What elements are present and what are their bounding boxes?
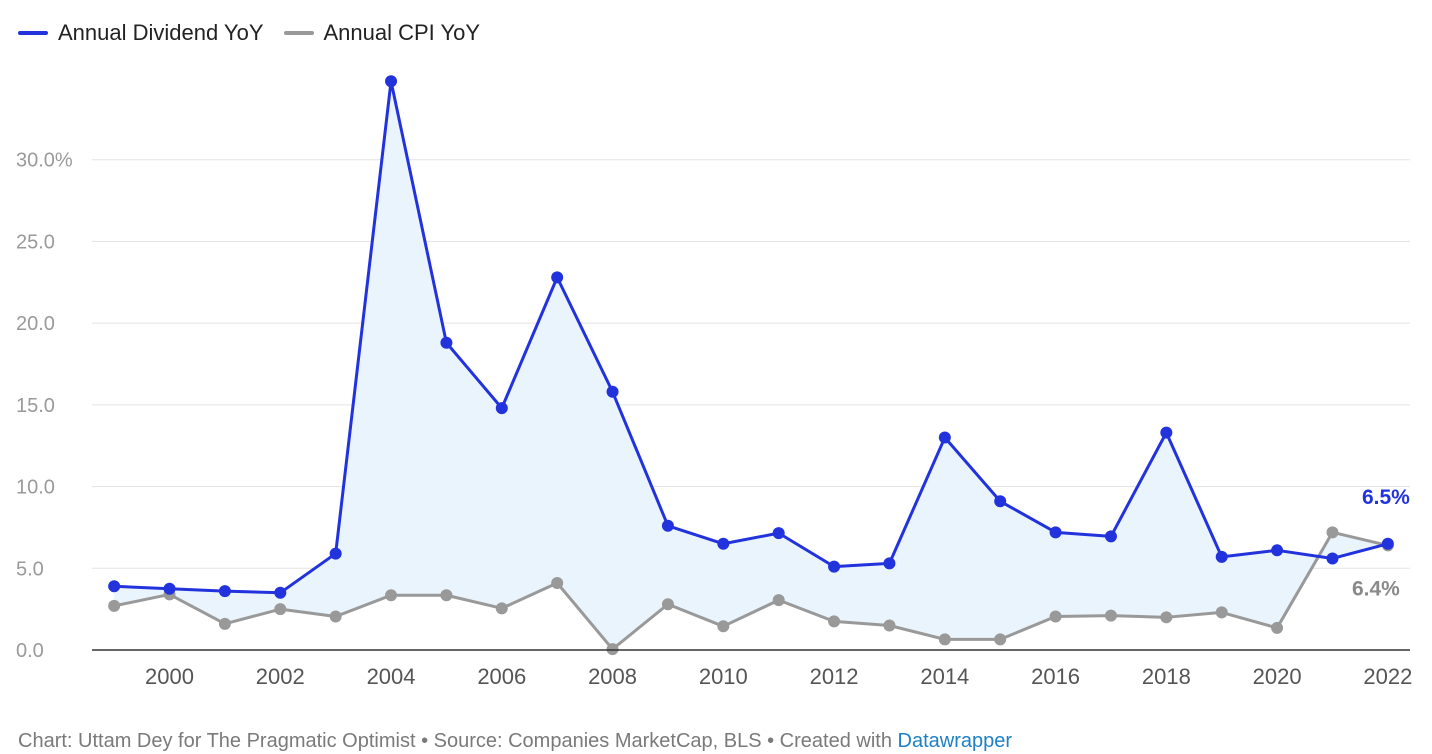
data-point-dividend bbox=[772, 527, 785, 540]
data-point-dividend bbox=[1326, 552, 1339, 565]
data-point-dividend bbox=[1049, 526, 1062, 539]
data-point-dividend bbox=[883, 557, 896, 570]
y-tick-label: 5.0 bbox=[16, 558, 44, 580]
label-layer: 6.5% 6.4% bbox=[1352, 486, 1410, 601]
chart-footer: Chart: Uttam Dey for The Pragmatic Optim… bbox=[18, 730, 1012, 753]
end-label-cpi: 6.4% bbox=[1352, 577, 1400, 600]
series-layer bbox=[108, 75, 1394, 656]
data-point-cpi bbox=[1271, 621, 1284, 634]
data-point-dividend bbox=[717, 537, 730, 550]
x-tick-label: 2006 bbox=[477, 664, 526, 689]
x-tick-label: 2016 bbox=[1031, 664, 1080, 689]
y-tick-label: 20.0 bbox=[16, 313, 55, 335]
data-point-cpi bbox=[1215, 606, 1228, 619]
area-between-series bbox=[114, 81, 1388, 650]
y-tick-label: 10.0 bbox=[16, 477, 55, 499]
data-point-dividend bbox=[108, 580, 121, 593]
x-tick-label: 2014 bbox=[920, 664, 969, 689]
x-tick-label: 2004 bbox=[367, 664, 416, 689]
data-point-cpi bbox=[1049, 610, 1062, 623]
legend-item-cpi: Annual CPI YoY bbox=[283, 20, 481, 46]
data-point-cpi bbox=[495, 602, 508, 615]
datawrapper-link[interactable]: Datawrapper bbox=[897, 730, 1013, 752]
legend: Annual Dividend YoY Annual CPI YoY bbox=[18, 20, 500, 46]
data-point-cpi bbox=[772, 594, 785, 607]
x-tick-label: 2002 bbox=[256, 664, 305, 689]
data-point-dividend bbox=[994, 495, 1007, 508]
y-tick-label: 0.0 bbox=[16, 640, 44, 662]
data-point-cpi bbox=[385, 589, 398, 602]
data-point-cpi bbox=[661, 598, 674, 611]
y-tick-label: 30.0% bbox=[16, 150, 73, 172]
fill-layer bbox=[114, 81, 1388, 650]
x-tick-label: 2020 bbox=[1253, 664, 1302, 689]
data-point-dividend bbox=[329, 547, 342, 560]
data-point-dividend bbox=[1381, 537, 1394, 550]
axis-layer: 0.0 5.0 10.0 15.0 20.0 25.0 30.0% 2000 2002 2004 2… bbox=[16, 150, 1412, 689]
data-point-cpi bbox=[440, 589, 453, 602]
data-point-dividend bbox=[551, 271, 564, 284]
data-point-dividend bbox=[440, 336, 453, 349]
data-point-dividend bbox=[163, 582, 176, 595]
data-point-dividend bbox=[385, 75, 398, 88]
data-point-dividend bbox=[1215, 550, 1228, 563]
data-point-cpi bbox=[108, 599, 121, 612]
footer-text: Chart: Uttam Dey for The Pragmatic Optim… bbox=[18, 730, 898, 752]
data-point-dividend bbox=[495, 402, 508, 415]
legend-label-dividend: Annual Dividend YoY bbox=[58, 20, 264, 45]
end-label-dividend: 6.5% bbox=[1362, 486, 1410, 509]
data-point-cpi bbox=[218, 617, 231, 630]
data-point-cpi bbox=[606, 643, 619, 656]
data-point-dividend bbox=[274, 586, 287, 599]
data-point-dividend bbox=[661, 519, 674, 532]
x-tick-label: 2018 bbox=[1142, 664, 1191, 689]
legend-label-cpi: Annual CPI YoY bbox=[323, 20, 481, 45]
legend-swatch-cpi bbox=[283, 31, 314, 35]
grid-layer bbox=[92, 159, 1410, 569]
x-tick-label: 2012 bbox=[810, 664, 859, 689]
data-point-cpi bbox=[551, 576, 564, 589]
x-tick-label: 2008 bbox=[588, 664, 637, 689]
y-tick-label: 15.0 bbox=[16, 395, 55, 417]
data-point-dividend bbox=[1104, 530, 1117, 543]
data-point-cpi bbox=[1326, 526, 1339, 539]
x-tick-label: 2022 bbox=[1363, 664, 1412, 689]
data-point-cpi bbox=[274, 603, 287, 616]
data-point-dividend bbox=[828, 560, 841, 573]
data-point-cpi bbox=[1104, 609, 1117, 622]
data-point-dividend bbox=[1160, 426, 1173, 439]
data-point-cpi bbox=[994, 633, 1007, 646]
data-point-cpi bbox=[883, 619, 896, 632]
x-tick-label: 2000 bbox=[145, 664, 194, 689]
series-line-cpi bbox=[113, 530, 1389, 651]
x-tick-label: 2010 bbox=[699, 664, 748, 689]
data-point-cpi bbox=[329, 610, 342, 623]
data-point-cpi bbox=[828, 615, 841, 628]
data-point-cpi bbox=[717, 620, 730, 633]
data-point-cpi bbox=[938, 633, 951, 646]
data-point-dividend bbox=[1271, 544, 1284, 557]
y-tick-label: 25.0 bbox=[16, 231, 55, 253]
legend-swatch-dividend bbox=[18, 31, 48, 35]
data-point-dividend bbox=[218, 585, 231, 598]
data-point-cpi bbox=[1160, 611, 1173, 624]
data-point-dividend bbox=[606, 385, 619, 398]
series-line-dividend bbox=[114, 79, 1389, 595]
legend-item-dividend: Annual Dividend YoY bbox=[18, 20, 264, 46]
data-point-dividend bbox=[938, 431, 951, 444]
